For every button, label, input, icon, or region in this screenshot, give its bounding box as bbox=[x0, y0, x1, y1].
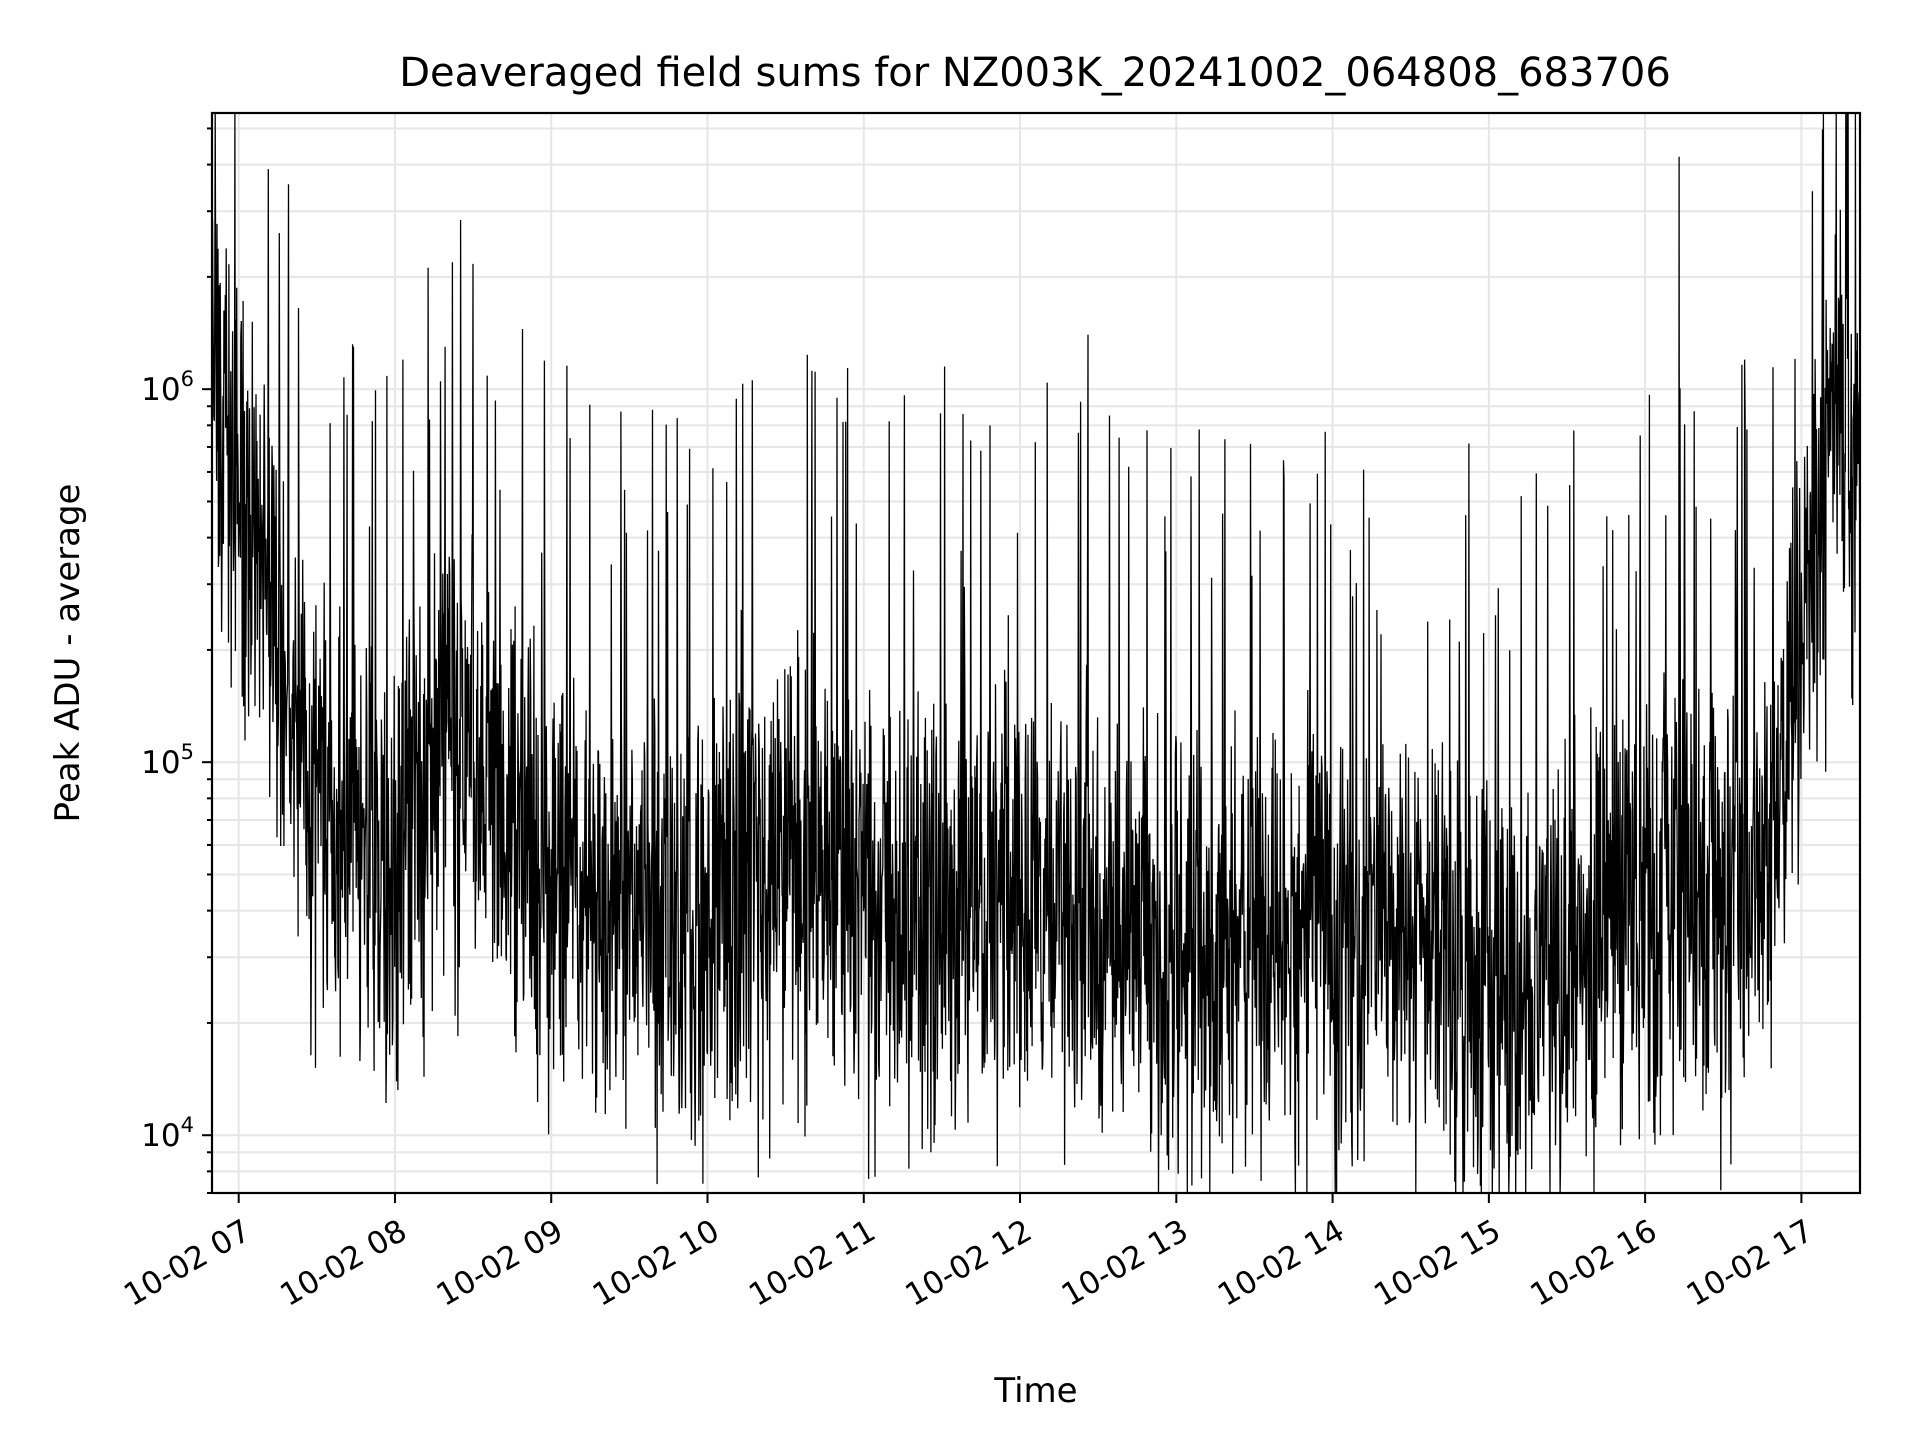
plot-frame bbox=[210, 111, 1862, 1195]
plot-area bbox=[211, 112, 1861, 1194]
chart-title: Deaveraged field sums for NZ003K_2024100… bbox=[399, 50, 1671, 96]
y-axis-label: Peak ADU - average bbox=[48, 484, 88, 823]
y-tick-label: 105 bbox=[141, 740, 194, 781]
x-axis-label: Time bbox=[993, 1371, 1077, 1411]
series-line bbox=[211, 112, 1861, 1194]
y-axis: 104 105 106 bbox=[141, 127, 212, 1194]
y-tick-label: 104 bbox=[141, 1113, 194, 1154]
y-tick-label: 106 bbox=[141, 367, 194, 408]
